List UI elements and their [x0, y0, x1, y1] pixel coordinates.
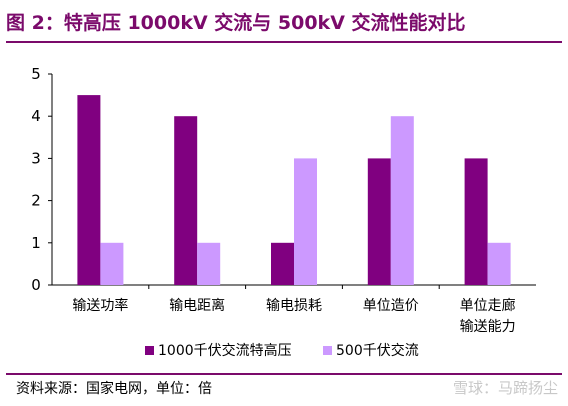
x-tick-label: 输电损耗	[266, 298, 322, 314]
chart-bars	[77, 95, 511, 285]
legend-label: 500千伏交流	[336, 342, 419, 359]
legend-swatch	[323, 346, 332, 355]
x-tick-label: 单位造价	[363, 298, 419, 314]
source-note: 资料来源：国家电网，单位：倍	[16, 381, 212, 397]
y-tick-label: 2	[31, 192, 41, 210]
bar	[100, 242, 124, 285]
y-tick-label: 1	[31, 234, 41, 252]
chart-legend: 1000千伏交流特高压 500千伏交流	[145, 342, 419, 359]
bar	[271, 242, 294, 285]
bar	[77, 95, 101, 285]
bar	[174, 116, 198, 285]
x-tick-label: 输电距离	[169, 297, 225, 314]
y-tick-label: 5	[31, 65, 41, 83]
x-tick-label: 输送能力	[460, 319, 516, 335]
chart-axes: 0 1 2 3 4 5	[31, 65, 536, 294]
bar	[390, 116, 414, 285]
x-tick-label: 输送功率	[72, 297, 128, 314]
y-tick-label: 0	[31, 276, 41, 294]
source-rule	[6, 373, 562, 375]
bar	[367, 158, 391, 285]
y-tick-label: 3	[31, 149, 41, 167]
bar	[464, 158, 488, 285]
x-tick-label: 单位走廊	[460, 297, 516, 314]
figure-title: 图 2：特高压 1000kV 交流与 500kV 交流性能对比	[6, 12, 466, 34]
legend-label: 1000千伏交流特高压	[158, 342, 292, 359]
y-tick-label: 4	[31, 107, 41, 125]
title-rule	[6, 41, 562, 43]
legend-swatch	[145, 346, 154, 355]
bar	[197, 242, 221, 285]
bar	[487, 242, 511, 285]
watermark: 雪球：马蹄扬尘	[452, 379, 558, 397]
bar	[294, 158, 317, 285]
